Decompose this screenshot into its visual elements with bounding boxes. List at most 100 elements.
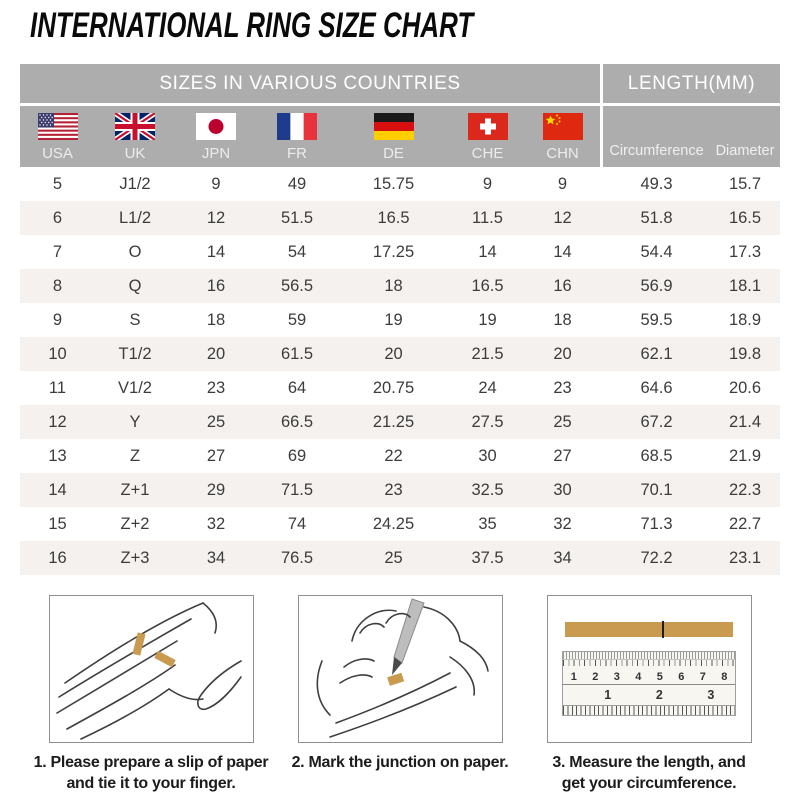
table-cell: 18.1	[728, 276, 762, 295]
page-header: INTERNATIONAL RING SIZE CHART	[30, 6, 800, 53]
table-cell: 76.5	[280, 548, 314, 567]
group-header-sizes: SIZES IN VARIOUS COUNTRIES	[20, 64, 600, 103]
table-cell: Z+2	[120, 514, 150, 533]
table-cell: 24	[478, 378, 497, 397]
table-cell: 15	[48, 514, 67, 533]
cm-tick-label: 4	[635, 671, 642, 683]
table-cell: 30	[553, 480, 572, 499]
instruction-step-3: 1 2 3 4 5 6 7 8 1 2 3	[526, 595, 772, 795]
table-cell: 67.2	[640, 412, 673, 431]
inch-tick-label: 1	[604, 688, 612, 702]
table-cell: 27.5	[471, 412, 504, 431]
table-cell: 14	[48, 480, 67, 499]
pen-mark	[662, 621, 665, 638]
caption-line: 2. Mark the junction on paper.	[291, 754, 509, 771]
table-cell: 15.75	[372, 174, 415, 193]
table-body: 5 J1/2 9 49 15.75 9 9 49.3 15.7 6 L1/2 12 51.5 16.5 11…	[20, 167, 780, 575]
cm-tick-label: 5	[656, 671, 663, 683]
table-cell: 13	[48, 446, 67, 465]
ruler-bottom-ticks	[563, 705, 735, 715]
table-cell: 19.8	[728, 344, 762, 363]
cm-tick-label: 3	[613, 671, 620, 683]
table-cell: 9	[52, 310, 63, 329]
column-header-chn: CHN	[525, 106, 600, 167]
table-cell: 51.5	[280, 208, 314, 227]
table-cell: 23	[206, 378, 226, 397]
table-cell: 21.9	[728, 446, 762, 465]
switzerland-flag-icon	[467, 113, 508, 140]
table-cell: 22	[384, 446, 403, 465]
japan-flag-icon	[196, 113, 236, 140]
table-cell: 25	[384, 548, 403, 567]
uk-flag-icon	[115, 113, 155, 140]
column-label: FR	[287, 145, 307, 162]
table-row: 12 Y 25 66.5 21.25 27.5 25 67.2 21.4	[20, 405, 780, 439]
ring-size-chart-page: { "title": "INTERNATIONAL RING SIZE CHAR…	[0, 6, 800, 806]
table-cell: 59.5	[640, 310, 673, 329]
paper-strip-illustration	[565, 621, 733, 638]
cm-tick-label: 8	[721, 671, 728, 683]
table-column-header-row: USA UK JPN FR	[20, 106, 780, 167]
table-cell: 29	[206, 480, 226, 499]
column-header-jpn: JPN	[175, 106, 257, 167]
table-cell: L1/2	[118, 208, 152, 227]
table-cell: 25	[553, 412, 572, 431]
column-header-de: DE	[337, 106, 450, 167]
table-cell: 51.8	[640, 208, 673, 227]
table-row: 6 L1/2 12 51.5 16.5 11.5 12 51.8 16.5	[20, 201, 780, 235]
step-2-illustration-box	[297, 595, 503, 743]
cm-tick-label: 1	[570, 671, 577, 683]
table-cell: V1/2	[118, 378, 152, 397]
table-cell: 70.1	[640, 480, 673, 499]
caption-line: 3. Measure the length, and	[552, 754, 746, 771]
table-cell: 10	[48, 344, 67, 363]
table-cell: 12	[553, 208, 572, 227]
step-3-illustration-box: 1 2 3 4 5 6 7 8 1 2 3	[546, 595, 752, 743]
table-cell: 32.5	[471, 480, 504, 499]
column-label: DE	[383, 145, 404, 162]
table-cell: 21.25	[372, 412, 415, 431]
table-cell: 23.1	[728, 548, 762, 567]
table-cell: 20.75	[372, 378, 415, 397]
inch-tick-label: 3	[707, 688, 715, 702]
table-cell: 22.7	[728, 514, 762, 533]
table-cell: 18	[384, 276, 403, 295]
column-label: CHE	[471, 145, 504, 162]
table-cell: 21.5	[471, 344, 504, 363]
france-flag-icon	[277, 113, 317, 140]
column-label: CHN	[546, 145, 579, 162]
table-cell: 62.1	[640, 344, 673, 363]
column-label: JPN	[201, 145, 231, 162]
table-cell: 61.5	[280, 344, 314, 363]
table-cell: Q	[128, 276, 142, 295]
step-2-caption: 2. Mark the junction on paper.	[292, 752, 509, 773]
table-cell: Z+1	[120, 480, 150, 499]
column-header-diameter: Diameter	[710, 106, 780, 167]
table-cell: 56.5	[280, 276, 314, 295]
ruler-cm-ticks	[563, 660, 735, 666]
table-cell: 12	[206, 208, 226, 227]
table-cell: 64	[287, 378, 307, 397]
table-cell: 34	[206, 548, 226, 567]
table-cell: 21.4	[728, 412, 762, 431]
table-cell: 20	[206, 344, 226, 363]
table-cell: 20.6	[728, 378, 762, 397]
column-label: USA	[42, 145, 73, 162]
table-cell: 49	[287, 174, 307, 193]
step-3-caption: 3. Measure the length, and get your circ…	[552, 752, 745, 795]
table-row: 16 Z+3 34 76.5 25 37.5 34 72.2 23.1	[20, 541, 780, 575]
table-cell: 24.25	[372, 514, 415, 533]
table-row: 9 S 18 59 19 19 18 59.5 18.9	[20, 303, 780, 337]
usa-flag-icon	[37, 113, 78, 140]
page-title: INTERNATIONAL RING SIZE CHART	[30, 6, 474, 45]
table-cell: 14	[478, 242, 497, 261]
caption-line: 1. Please prepare a slip of paper	[33, 754, 269, 771]
table-cell: 72.2	[640, 548, 673, 567]
column-header-che: CHE	[450, 106, 525, 167]
column-header-uk: UK	[95, 106, 175, 167]
table-cell: 14	[206, 242, 226, 261]
table-cell: 66.5	[280, 412, 314, 431]
table-cell: Z+3	[120, 548, 150, 567]
pen-marking-junction-illustration	[316, 598, 489, 738]
table-cell: 32	[206, 514, 226, 533]
